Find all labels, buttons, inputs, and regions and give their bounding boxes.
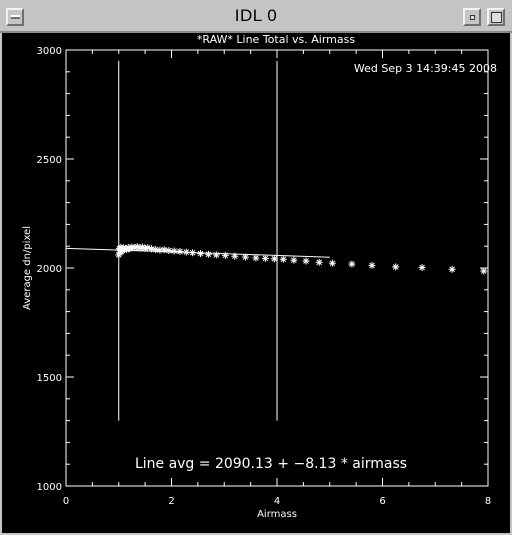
- fit-equation: Line avg = 2090.13 + −8.13 * airmass: [135, 456, 407, 472]
- y-axis: 1000 1500 2000 2500 3000: [37, 46, 488, 493]
- y-tick-label: 3000: [37, 46, 62, 57]
- y-axis-label: Average dn/pixel: [22, 226, 33, 310]
- vertical-markers: [118, 60, 278, 421]
- y-tick-label: 2500: [37, 155, 62, 166]
- data-point: [197, 250, 205, 258]
- data-point: [290, 256, 298, 264]
- data-point: [212, 251, 220, 259]
- data-point: [302, 257, 310, 265]
- y-tick-label: 1500: [37, 373, 62, 384]
- plot-title: *RAW* Line Total vs. Airmass: [197, 33, 355, 46]
- data-point: [252, 254, 260, 262]
- data-point: [448, 265, 456, 273]
- data-point: [392, 263, 400, 271]
- data-point: [279, 255, 287, 263]
- fit-line: [65, 247, 330, 258]
- maximize-button[interactable]: [487, 8, 505, 26]
- data-point: [348, 260, 356, 268]
- data-point: [328, 259, 336, 267]
- plot-timestamp: Wed Sep 3 14:39:45 2008: [354, 62, 497, 75]
- y-tick-label: 2000: [37, 264, 62, 275]
- y-tick-label: 1000: [37, 482, 62, 493]
- data-point: [189, 249, 197, 257]
- minimize-icon: [470, 15, 475, 20]
- x-tick-label: 6: [379, 496, 385, 507]
- data-point: [480, 267, 488, 275]
- window-frame-bottom: [0, 533, 512, 535]
- x-axis-label: Airmass: [257, 509, 297, 520]
- data-point: [231, 252, 239, 260]
- x-tick-label: 0: [63, 496, 69, 507]
- window-frame-left: [0, 33, 2, 535]
- minimize-button[interactable]: [463, 8, 481, 26]
- x-tick-label: 4: [274, 496, 280, 507]
- data-point: [418, 264, 426, 272]
- data-point: [160, 246, 168, 254]
- maximize-icon: [491, 12, 502, 23]
- window-title: IDL 0: [234, 6, 278, 25]
- window-menu-button[interactable]: [6, 8, 24, 26]
- data-point: [270, 255, 278, 263]
- data-point: [241, 253, 249, 261]
- title-bar[interactable]: IDL 0: [0, 0, 512, 33]
- data-point: [204, 250, 212, 258]
- fit-line-segment: [65, 247, 330, 258]
- data-point: [170, 247, 178, 255]
- x-axis: 0 2 4 6 8: [63, 50, 491, 507]
- window-menu-icon: [11, 15, 20, 19]
- x-tick-label: 2: [168, 496, 174, 507]
- data-point: [221, 251, 229, 259]
- data-point: [261, 254, 269, 262]
- data-point: [182, 248, 190, 256]
- data-points: [115, 243, 488, 275]
- data-point: [368, 261, 376, 269]
- data-point: [315, 258, 323, 266]
- x-tick-label: 8: [485, 496, 491, 507]
- data-point: [176, 247, 184, 255]
- window-frame-right: [510, 33, 512, 535]
